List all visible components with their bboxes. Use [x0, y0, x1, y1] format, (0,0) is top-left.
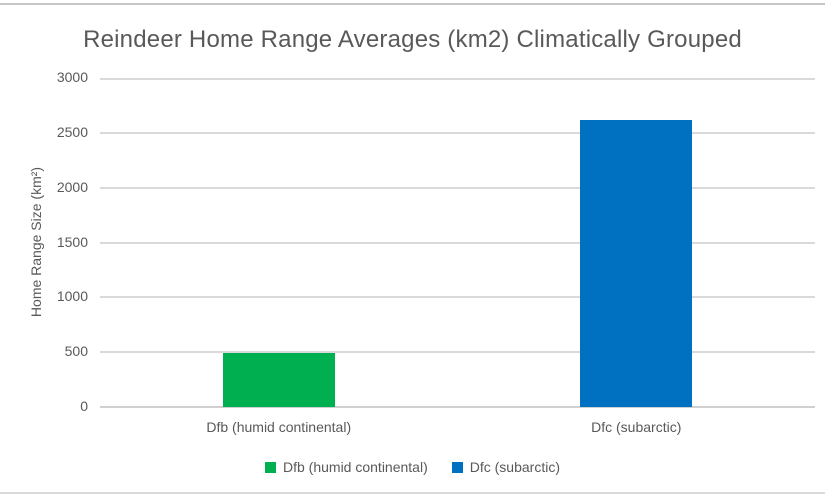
x-category-label: Dfb (humid continental) [206, 419, 352, 435]
x-axis-line [100, 406, 815, 408]
y-tick-label: 2000 [56, 178, 88, 195]
bar-dfb[interactable] [222, 353, 335, 407]
legend-swatch-icon [265, 461, 276, 473]
legend: Dfb (humid continental) Dfc (subarctic) [0, 459, 825, 475]
legend-item[interactable]: Dfc (subarctic) [451, 459, 560, 475]
gridline [100, 241, 815, 244]
gridline [100, 351, 815, 354]
plot-area [100, 78, 815, 407]
legend-label: Dfb (humid continental) [283, 459, 428, 475]
gridline [100, 78, 815, 80]
chart-title: Reindeer Home Range Averages (km2) Clima… [83, 26, 742, 53]
legend-swatch-icon [451, 461, 463, 473]
y-tick-label: 1500 [56, 233, 88, 250]
y-tick-label: 2500 [56, 123, 88, 140]
gridline [100, 186, 815, 189]
legend-label: Dfc (subarctic) [469, 459, 560, 475]
y-tick-label: 3000 [56, 69, 88, 85]
legend-item[interactable]: Dfb (humid continental) [265, 459, 428, 475]
chart-top-border [0, 3, 825, 5]
y-tick-label: 1000 [56, 288, 88, 305]
y-tick-label: 0 [80, 398, 88, 414]
x-category-label: Dfc (subarctic) [591, 419, 682, 435]
gridline [100, 296, 815, 299]
y-tick-label: 500 [64, 343, 88, 360]
chart-bottom-border [0, 492, 825, 494]
bar-dfc[interactable] [580, 119, 693, 407]
gridline [100, 131, 815, 134]
